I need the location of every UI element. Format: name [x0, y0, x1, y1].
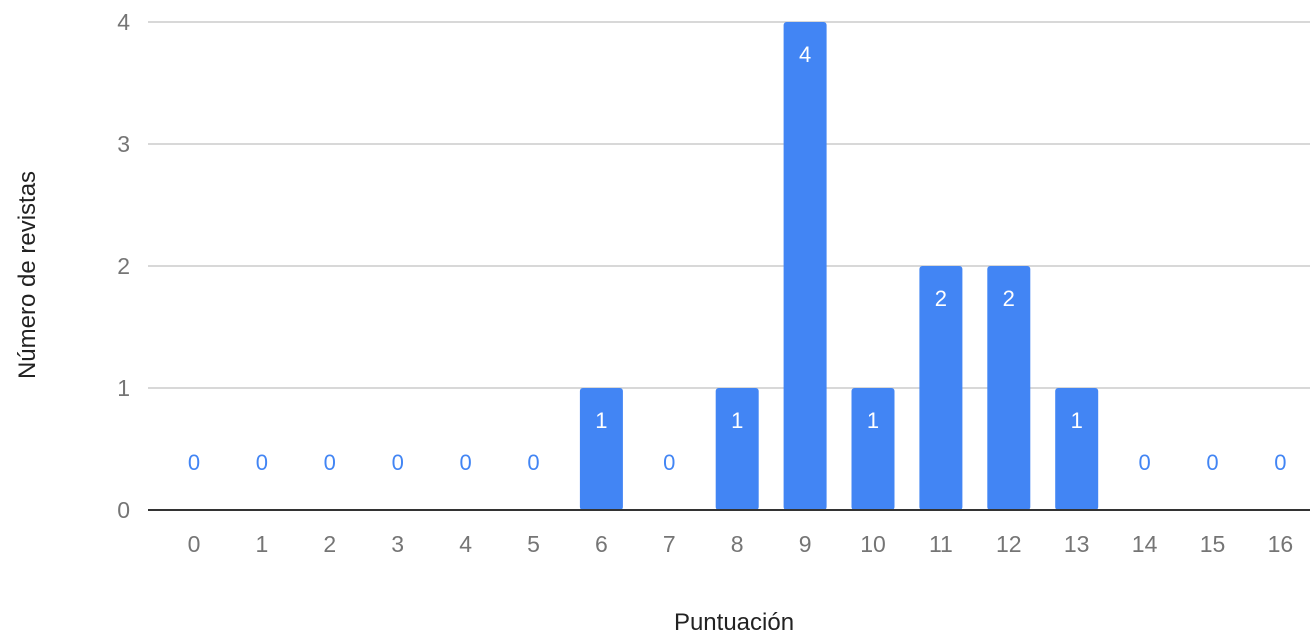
x-tick-label: 7 [663, 531, 676, 557]
data-label: 0 [1138, 450, 1150, 475]
data-label: 0 [459, 450, 471, 475]
data-label: 1 [1071, 408, 1083, 433]
x-tick-label: 14 [1132, 531, 1158, 557]
y-axis-ticks: 0 1 2 3 4 [117, 9, 130, 523]
data-label: 2 [935, 286, 947, 311]
data-label: 4 [799, 42, 811, 67]
data-label: 1 [867, 408, 879, 433]
data-label: 0 [392, 450, 404, 475]
x-tick-label: 1 [256, 531, 269, 557]
data-label: 0 [663, 450, 675, 475]
x-tick-label: 6 [595, 531, 608, 557]
y-tick-label: 0 [117, 497, 130, 523]
x-axis-ticks: 0 1 2 3 4 5 6 7 8 9 10 11 12 13 14 15 16 [188, 531, 1294, 557]
x-tick-label: 3 [391, 531, 404, 557]
x-tick-label: 0 [188, 531, 201, 557]
data-label: 0 [188, 450, 200, 475]
data-label: 0 [256, 450, 268, 475]
bars [579, 22, 1099, 510]
x-tick-label: 2 [323, 531, 336, 557]
x-axis-title: Puntuación [674, 609, 794, 635]
y-tick-label: 3 [117, 131, 130, 157]
x-tick-label: 8 [731, 531, 744, 557]
bar [851, 388, 895, 510]
data-label: 0 [1274, 450, 1286, 475]
y-tick-label: 2 [117, 253, 130, 279]
data-labels: 0 0 0 0 0 0 1 0 1 4 1 2 2 1 0 0 0 [188, 42, 1287, 475]
x-tick-label: 16 [1268, 531, 1294, 557]
x-tick-label: 10 [860, 531, 886, 557]
x-tick-label: 11 [929, 531, 953, 557]
data-label: 0 [1206, 450, 1218, 475]
x-tick-label: 12 [996, 531, 1022, 557]
y-tick-label: 1 [117, 375, 130, 401]
x-tick-label: 15 [1200, 531, 1226, 557]
x-tick-label: 9 [799, 531, 812, 557]
data-label: 1 [595, 408, 607, 433]
bar [1055, 388, 1099, 510]
x-tick-label: 4 [459, 531, 472, 557]
data-label: 0 [527, 450, 539, 475]
x-tick-label: 5 [527, 531, 540, 557]
gridlines [148, 21, 1310, 389]
bar [919, 266, 963, 510]
bar [715, 388, 759, 510]
x-tick-label: 13 [1064, 531, 1090, 557]
bar [579, 388, 623, 510]
data-label: 0 [324, 450, 336, 475]
y-tick-label: 4 [117, 9, 130, 35]
bar [987, 266, 1031, 510]
bar [783, 22, 827, 510]
data-label: 1 [731, 408, 743, 433]
y-axis-title: Número de revistas [14, 171, 41, 379]
data-label: 2 [1003, 286, 1015, 311]
